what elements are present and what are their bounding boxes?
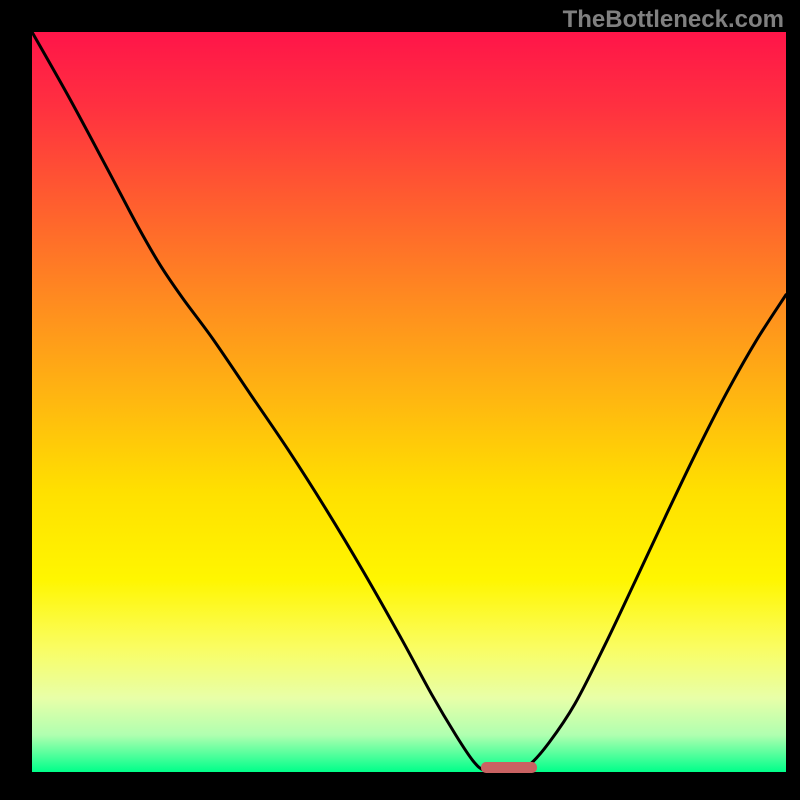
gradient-background [32,32,786,772]
chart-plot-area [32,32,786,772]
watermark-text: TheBottleneck.com [563,6,784,34]
chart-svg [32,32,786,772]
optimal-range-marker [481,762,538,773]
